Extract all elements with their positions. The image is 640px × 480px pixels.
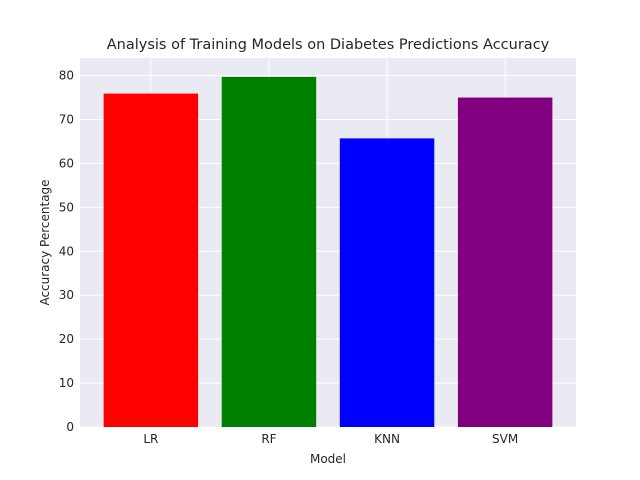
y-tick-label: 10 [59, 376, 74, 390]
bar-rf [221, 76, 317, 427]
y-tick-label: 30 [59, 288, 74, 302]
y-tick-label: 80 [59, 69, 74, 83]
x-tick-label: SVM [492, 432, 518, 446]
chart-title: Analysis of Training Models on Diabetes … [107, 37, 550, 53]
y-tick-label: 20 [59, 332, 74, 346]
y-axis-ticks: 0 10 20 30 40 50 60 70 80 [59, 69, 74, 434]
y-tick-label: 50 [59, 200, 74, 214]
bars [103, 76, 553, 428]
x-tick-label: LR [143, 432, 158, 446]
y-tick-label: 60 [59, 156, 74, 170]
bar-lr [103, 93, 199, 427]
x-tick-label: RF [261, 432, 276, 446]
bar-knn [339, 138, 435, 427]
x-axis-ticks: LR RF KNN SVM [143, 432, 518, 446]
y-tick-label: 0 [66, 420, 74, 434]
y-axis-title: Accuracy Percentage [38, 179, 52, 305]
bar-svm [457, 97, 553, 428]
y-tick-label: 70 [59, 113, 74, 127]
x-axis-title: Model [310, 452, 346, 466]
y-tick-label: 40 [59, 244, 74, 258]
x-tick-label: KNN [374, 432, 400, 446]
